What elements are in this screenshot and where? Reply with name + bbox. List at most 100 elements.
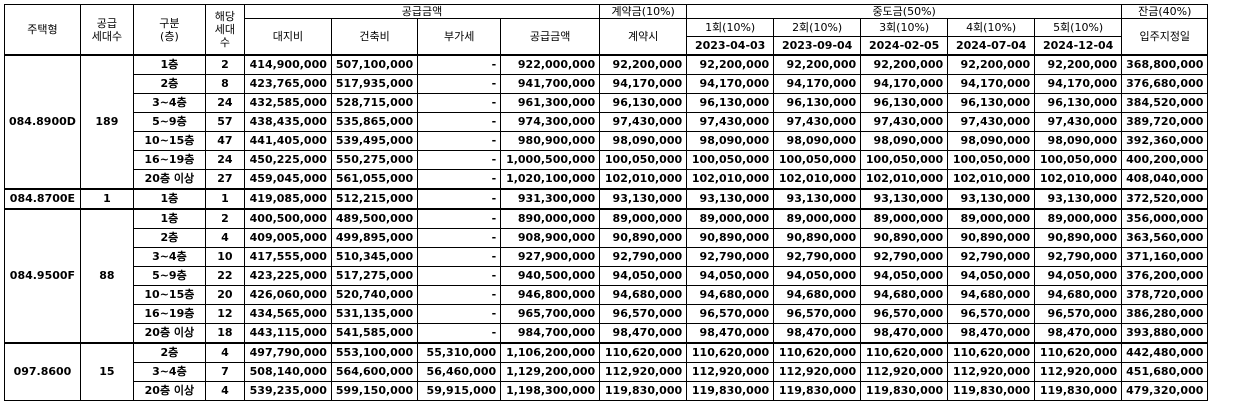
table-row: 10~15층 47 441,405,000 539,495,000-980,900,0… [5,131,1209,151]
floor-cell: 5~9층 [132,266,206,286]
header-floor-line2: (층) [160,29,179,43]
deposit-cell: 93,130,000 [599,188,688,210]
vat-cell: - [417,150,502,170]
table-row: 16~19층 12 434,565,000 531,135,000-965,700,0… [5,304,1209,324]
vat-cell: - [417,304,502,324]
table-row: 084.9500F 88 1층 2 400,500,000 489,500,000-890… [4,208,1209,344]
interim-2-cell: 94,680,000 [773,285,862,305]
housing-type-cell: 084.8700E [4,188,81,210]
interim-5-cell: 110,620,000 [1034,342,1123,363]
balance-cell: 363,560,000 [1121,228,1209,248]
unit-count-cell: 4 [204,381,245,401]
balance-cell: 408,040,000 [1121,169,1209,190]
header-interim-2: 2회(10%) [773,18,862,37]
interim-4-cell: 98,470,000 [947,323,1036,344]
interim-3-cell: 94,050,000 [860,266,949,286]
floor-cell: 20층 이상 [132,169,206,190]
land-cost-cell: 409,005,000 [243,228,332,248]
interim-1-cell: 94,680,000 [686,285,775,305]
interim-3-cell: 90,890,000 [860,228,949,248]
interim-3-cell: 102,010,000 [860,169,949,190]
supply-total-cell: 980,900,000 [500,131,601,151]
deposit-cell: 96,130,000 [599,93,688,113]
header-interim-5: 5회(10%) [1034,18,1123,37]
land-cost-cell: 419,085,000 [243,188,332,210]
header-floor-line1: 구분 [159,16,180,30]
supply-total-cell: 1,106,200,000 [500,342,601,363]
vat-cell: - [417,74,502,94]
interim-2-cell: 96,130,000 [773,93,862,113]
vat-cell: - [417,285,502,305]
header-unit-count: 해당 세대수 [204,4,245,56]
header-vat: 부가세 [417,18,502,56]
floor-cell: 1층 [132,208,206,229]
unit-count-cell: 22 [204,266,245,286]
land-cost-cell: 434,565,000 [243,304,332,324]
unit-count-cell: 18 [204,323,245,344]
supply-total-cell: 941,700,000 [500,74,601,94]
supply-total-cell: 965,700,000 [500,304,601,324]
interim-4-cell: 93,130,000 [947,188,1036,210]
building-cost-cell: 512,215,000 [330,188,419,210]
land-cost-cell: 417,555,000 [243,247,332,267]
vat-cell: - [417,93,502,113]
supply-total-cell: 946,800,000 [500,285,601,305]
balance-cell: 376,200,000 [1121,266,1209,286]
header-supply-total: 공급금액 [500,18,601,56]
interim-4-cell: 89,000,000 [947,208,1036,229]
interim-4-cell: 92,200,000 [947,54,1036,75]
interim-5-cell: 96,570,000 [1034,304,1123,324]
table-row: 097.8600 15 2층 4 497,790,000 553,100,000 55,31… [4,342,1209,401]
interim-3-cell: 97,430,000 [860,112,949,132]
interim-1-cell: 94,050,000 [686,266,775,286]
unit-count-cell: 24 [204,93,245,113]
floor-cell: 20층 이상 [132,323,206,344]
land-cost-cell: 423,225,000 [243,266,332,286]
land-cost-cell: 441,405,000 [243,131,332,151]
supply-total-cell: 1,000,500,000 [500,150,601,170]
interim-4-cell: 100,050,000 [947,150,1036,170]
building-cost-cell: 499,895,000 [330,228,419,248]
interim-2-cell: 92,200,000 [773,54,862,75]
header-interim-1: 1회(10%) [686,18,775,37]
header-balance-due: 입주지정일 [1121,18,1209,56]
header-supply-units-line1: 공급 [96,16,118,30]
balance-cell: 389,720,000 [1121,112,1209,132]
unit-count-cell: 8 [204,74,245,94]
balance-cell: 479,320,000 [1121,381,1209,401]
vat-cell: - [417,228,502,248]
supply-total-cell: 961,300,000 [500,93,601,113]
interim-2-cell: 96,570,000 [773,304,862,324]
balance-cell: 400,200,000 [1121,150,1209,170]
interim-1-cell: 112,920,000 [686,362,775,382]
header-interim-2-date: 2023-09-04 [773,36,862,56]
supply-total-cell: 984,700,000 [500,323,601,344]
interim-4-cell: 92,790,000 [947,247,1036,267]
table-row: 2층 8 423,765,000 517,935,000-941,700,000 94,… [5,74,1209,94]
header-floor: 구분 (층) [132,4,206,56]
floor-cell: 2층 [132,342,206,363]
floor-cell: 10~15층 [132,285,206,305]
interim-2-cell: 102,010,000 [773,169,862,190]
supply-total-cell: 1,129,200,000 [500,362,601,382]
vat-cell: 55,310,000 [417,342,502,363]
unit-count-cell: 10 [204,247,245,267]
interim-1-cell: 92,200,000 [686,54,775,75]
interim-3-cell: 93,130,000 [860,188,949,210]
header-unit-count-line1: 해당 [214,10,236,23]
land-cost-cell: 459,045,000 [243,169,332,190]
table-header: 주택형 공급 세대수 구분 (층) 해당 세대수 공급금액 계약금(10%) 중도금(… [4,4,1209,56]
unit-count-cell: 1 [204,188,245,210]
supply-total-cell: 927,900,000 [500,247,601,267]
balance-cell: 368,800,000 [1121,54,1209,75]
interim-3-cell: 92,790,000 [860,247,949,267]
deposit-cell: 98,090,000 [599,131,688,151]
interim-3-cell: 112,920,000 [860,362,949,382]
header-interim-3-date: 2024-02-05 [860,36,949,56]
interim-5-cell: 98,470,000 [1034,323,1123,344]
table-row: 16~19층 24 450,225,000 550,275,000-1,000,500… [5,150,1209,170]
header-deposit-at-contract: 계약시 [599,18,688,56]
interim-4-cell: 102,010,000 [947,169,1036,190]
floor-cell: 10~15층 [132,131,206,151]
deposit-cell: 119,830,000 [599,381,688,401]
